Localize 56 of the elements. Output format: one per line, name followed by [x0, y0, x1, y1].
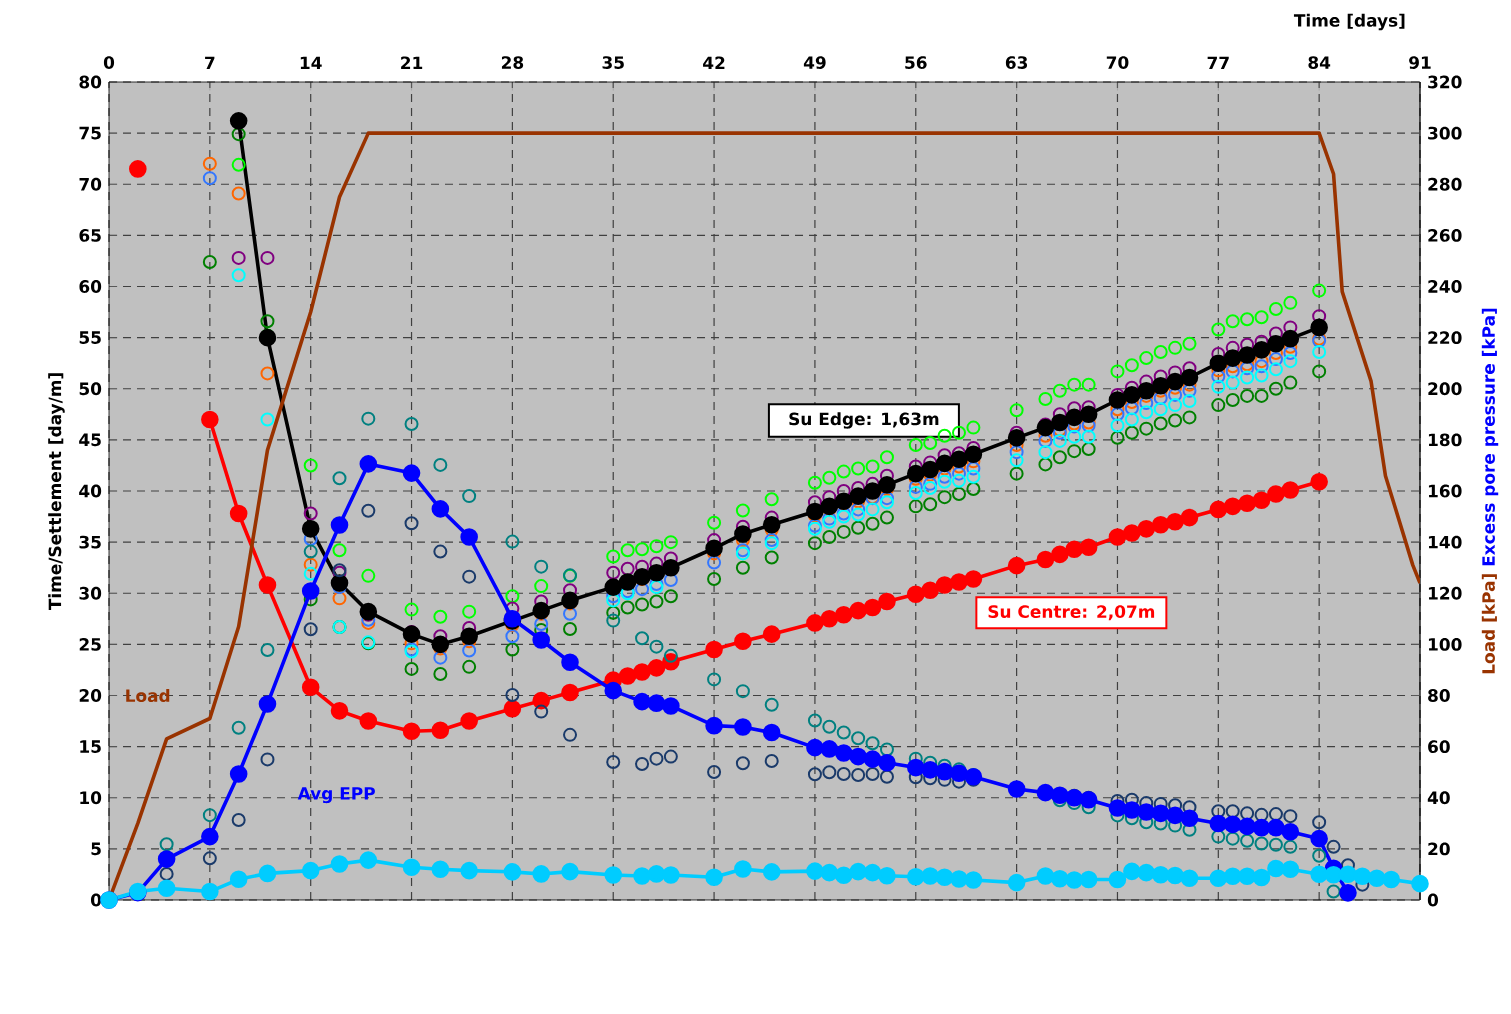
x-tick-label: 84: [1308, 56, 1331, 69]
y2-tick-label: 160: [1428, 484, 1462, 498]
x-tick-label: 28: [501, 56, 524, 69]
y2-tick-label: 200: [1428, 382, 1462, 396]
y-tick-label: 30: [79, 586, 102, 600]
y-tick-label: 50: [79, 382, 102, 396]
y-tick-label: 15: [80, 740, 101, 753]
x-tick-label: 49: [803, 56, 826, 69]
x-tick-label: 42: [703, 56, 725, 69]
y-tick-label: 20: [79, 689, 102, 702]
y2-tick-label: 100: [1428, 637, 1462, 651]
x-tick-label: 91: [1409, 56, 1431, 69]
x-tick-label: 7: [205, 56, 215, 69]
y-tick-label: 40: [79, 484, 102, 498]
y2-tick-label: 140: [1428, 535, 1462, 549]
y2-tick-label: 280: [1428, 177, 1462, 191]
x-tick-label: 14: [300, 56, 322, 69]
y2-tick-label: 240: [1428, 280, 1462, 293]
text: Avg EPP: [297, 787, 375, 804]
y-axis-title: Time/Settlement [day/m]: [48, 373, 65, 611]
x-tick-label: 70: [1106, 56, 1129, 69]
y2-tick-label: 300: [1428, 126, 1462, 140]
series-label: Su Edge: 1,63m: [789, 412, 939, 429]
y-tick-label: 75: [79, 126, 101, 140]
y-tick-label: 45: [79, 433, 101, 447]
x-tick-label: 21: [401, 56, 423, 69]
y2-tick-label: 220: [1428, 331, 1462, 345]
x-tick-label: 0: [103, 56, 115, 69]
y-tick-label: 70: [79, 177, 102, 191]
y2-axis-title: Load [kPa]: [1481, 574, 1497, 674]
y2-tick-label: 0: [1427, 893, 1439, 907]
x-tick-label: 56: [905, 56, 927, 69]
y-tick-label: 60: [79, 280, 102, 293]
y-tick-label: 55: [79, 331, 101, 344]
y-tick-label: 80: [79, 75, 102, 89]
x-tick-label: 77: [1207, 56, 1229, 69]
y2-tick-label: 80: [1428, 689, 1450, 702]
y2-tick-label: 20: [1428, 842, 1450, 856]
x-tick-label: 35: [602, 56, 624, 69]
series-label: Load: [126, 688, 170, 703]
y-tick-label: 0: [90, 893, 102, 907]
y-tick-label: 10: [80, 791, 102, 805]
y2-tick-label: 260: [1428, 228, 1462, 242]
y-tick-label: 65: [79, 228, 101, 242]
y2-tick-label: 120: [1428, 586, 1462, 600]
y-tick-label: 5: [91, 842, 101, 856]
x-tick-label: 63: [1005, 56, 1028, 69]
y2-tick-label: 320: [1428, 75, 1462, 89]
series-label: Su Centre: 2,07m: [988, 605, 1155, 621]
y-tick-label: 25: [79, 637, 101, 651]
text: Excess pore pressure [kPa]: [1481, 308, 1499, 566]
x-axis-title: Time [days]: [1293, 13, 1405, 31]
y2-tick-label: 40: [1427, 791, 1450, 805]
y-tick-label: 35: [79, 535, 101, 549]
y2-tick-label: 180: [1428, 433, 1462, 447]
y2-tick-label: 60: [1428, 740, 1450, 754]
